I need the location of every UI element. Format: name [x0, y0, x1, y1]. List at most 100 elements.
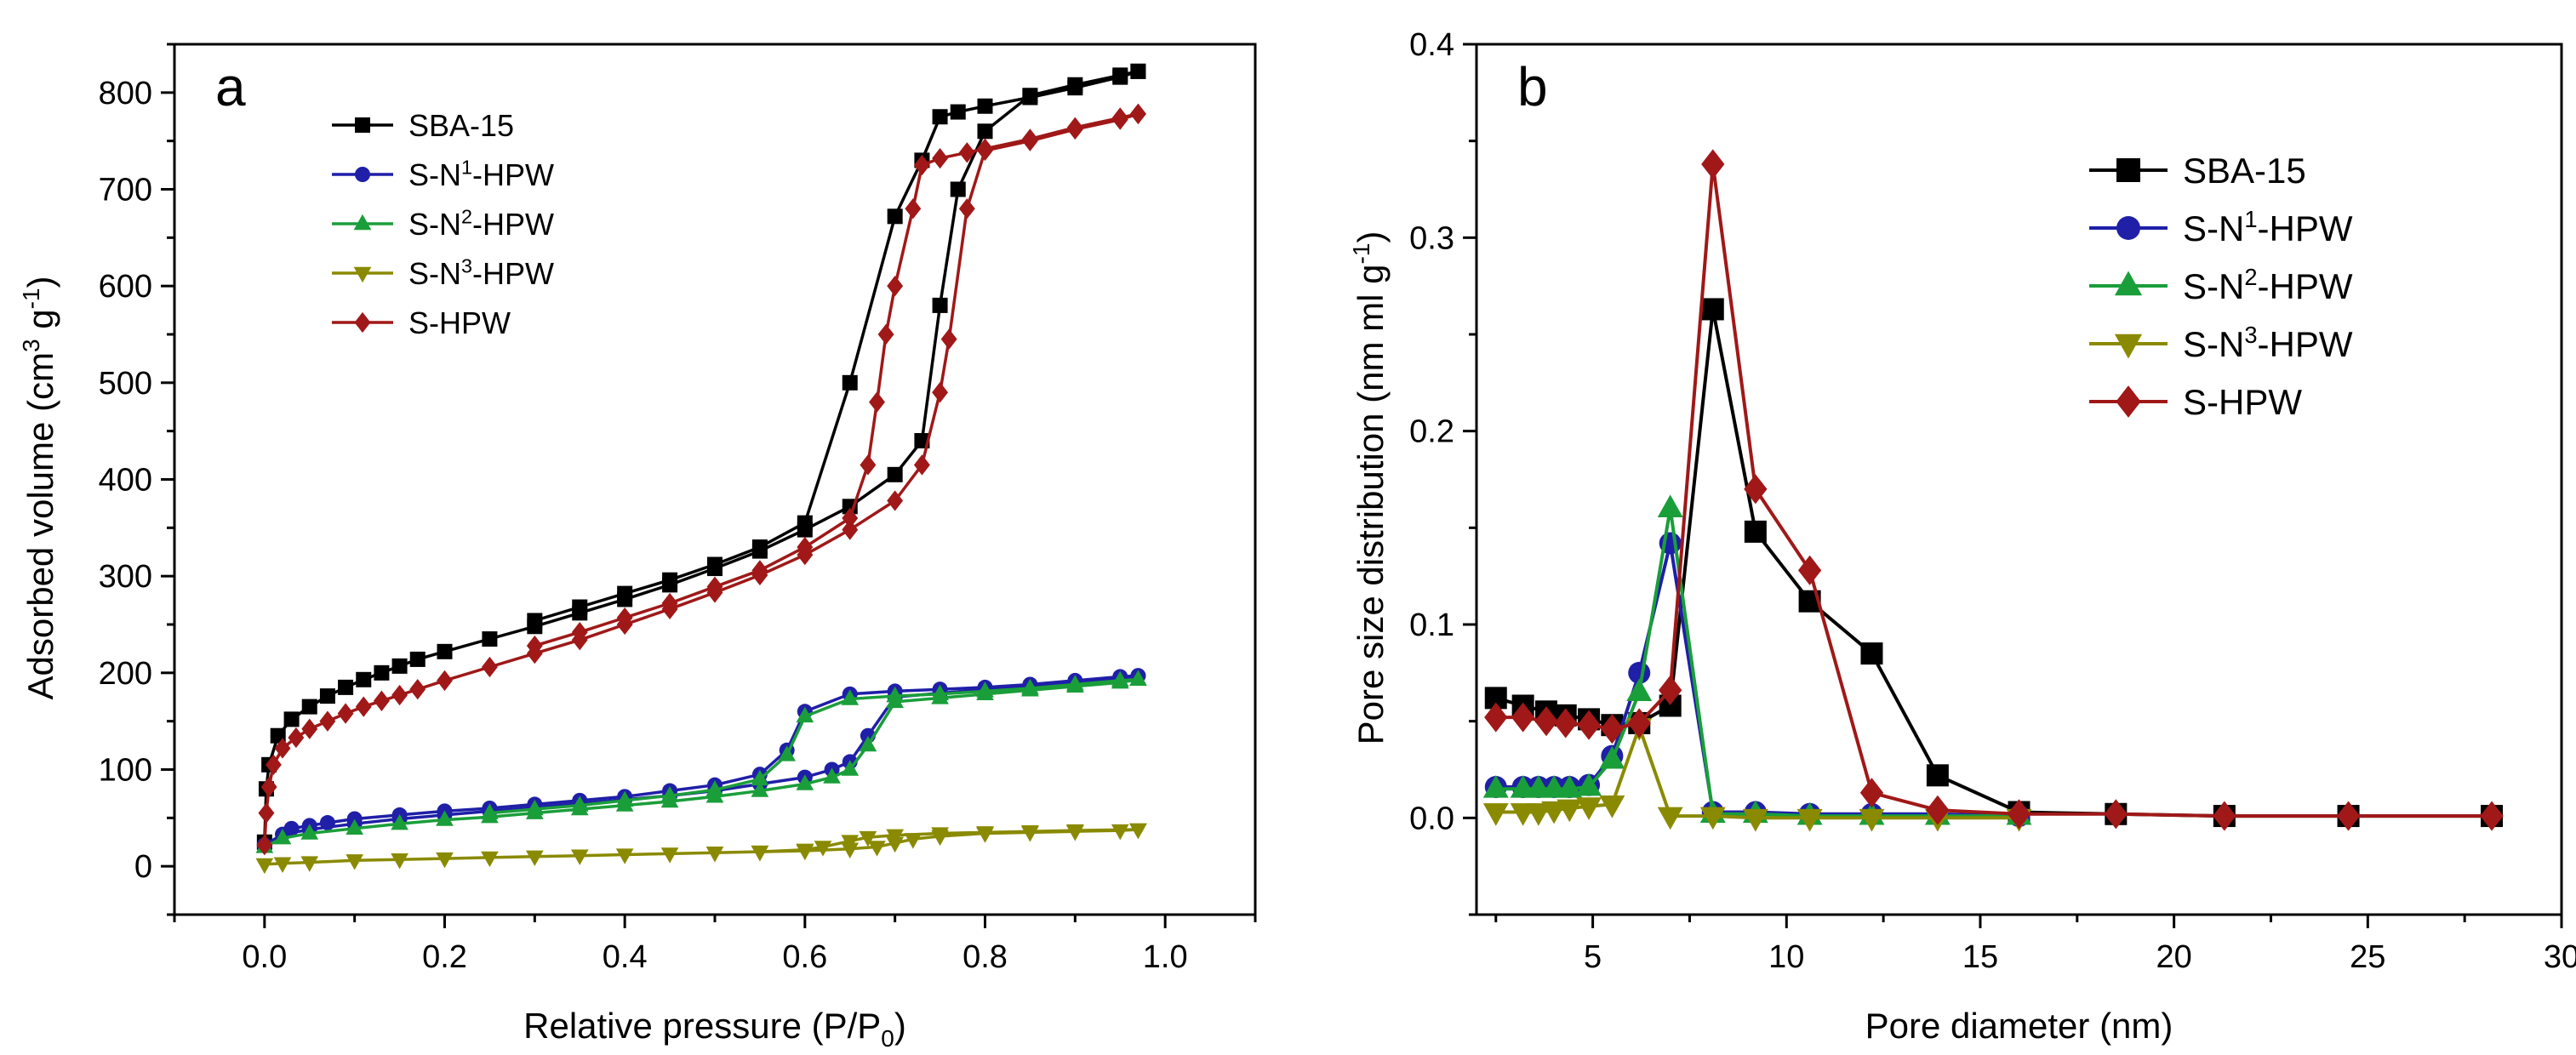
legend-label: S-N2-HPW — [408, 205, 554, 242]
data-point — [1111, 670, 1129, 687]
legend-marker — [355, 167, 370, 182]
legend-label-tail: -HPW — [472, 207, 554, 242]
data-point — [1627, 708, 1651, 738]
data-point — [346, 811, 363, 827]
data-point — [319, 710, 336, 732]
data-point — [977, 123, 993, 140]
data-point — [2007, 799, 2031, 830]
data-point — [572, 599, 588, 615]
data-point — [751, 769, 769, 786]
data-point — [814, 841, 832, 857]
data-point — [1482, 803, 1509, 826]
data-point — [706, 576, 723, 597]
legend-label-text: S-HPW — [2183, 382, 2302, 422]
data-point — [976, 826, 994, 842]
y-axis-title-superscript: -1 — [18, 288, 44, 309]
data-point — [1657, 807, 1683, 830]
series-S-N2-HPW — [1482, 494, 2032, 825]
data-point — [481, 656, 498, 678]
data-point — [660, 847, 679, 864]
series-S-HPW — [1484, 149, 2504, 831]
legend-marker — [2114, 271, 2143, 296]
data-point — [940, 328, 957, 350]
data-point — [913, 154, 930, 176]
data-point — [1599, 745, 1625, 769]
data-point — [1112, 69, 1128, 85]
y-axis-title-text: ) — [1351, 231, 1391, 243]
data-point — [373, 690, 390, 711]
data-point — [1744, 520, 1767, 543]
data-point — [751, 781, 769, 797]
y-tick-label: 0.3 — [1409, 220, 1454, 256]
data-point — [1576, 797, 1602, 820]
series-S-N2-HPW — [255, 670, 1147, 853]
data-point — [887, 276, 904, 297]
legend-label-superscript: 2 — [461, 205, 472, 227]
legend-label: S-N1-HPW — [2183, 206, 2353, 248]
data-point — [751, 539, 768, 556]
data-point — [1022, 89, 1038, 106]
data-point — [255, 858, 274, 875]
x-axis-title-subscript: 0 — [881, 1025, 894, 1052]
data-point — [932, 382, 949, 403]
data-point — [1534, 706, 1558, 737]
x-tick-label: 0.4 — [603, 939, 648, 975]
desorption-branch-line — [534, 112, 1139, 647]
data-point — [842, 507, 859, 529]
y-tick-label: 0 — [134, 849, 152, 885]
legend-label-text: S-N — [2183, 208, 2244, 248]
data-point — [932, 109, 948, 125]
series-S-HPW — [256, 103, 1146, 856]
data-point — [958, 142, 975, 163]
data-point — [705, 847, 724, 863]
data-point — [931, 684, 949, 701]
legend-label-text: S-N — [408, 207, 461, 242]
data-point — [868, 841, 886, 857]
data-point — [391, 853, 408, 870]
data-point — [337, 703, 354, 724]
data-point — [346, 854, 364, 870]
data-point — [256, 835, 273, 856]
data-point — [932, 297, 948, 313]
data-point — [660, 785, 679, 802]
data-point — [1796, 808, 1823, 832]
x-tick-label: 1.0 — [1143, 939, 1188, 975]
data-point — [778, 745, 797, 761]
data-point — [481, 851, 499, 868]
data-point — [2104, 799, 2128, 830]
data-point — [796, 706, 814, 723]
data-point — [1859, 808, 1885, 832]
data-point — [615, 848, 634, 864]
data-point — [1657, 494, 1683, 517]
data-point — [1926, 795, 1950, 825]
legend-label-tail: -HPW — [2258, 266, 2353, 306]
legend-label-text: S-N — [2183, 266, 2244, 306]
data-point — [1556, 799, 1583, 823]
legend-label-tail: -HPW — [2258, 324, 2353, 364]
data-point — [1482, 774, 1509, 798]
data-point — [258, 802, 275, 824]
data-point — [950, 181, 966, 197]
data-point — [913, 454, 930, 476]
plot-area — [1482, 149, 2504, 832]
data-point — [260, 776, 277, 798]
y-axis-title-superscript: 3 — [18, 339, 44, 352]
data-point — [2480, 801, 2504, 831]
data-point — [338, 679, 354, 695]
y-tick-label: 700 — [99, 173, 152, 208]
data-point — [1111, 824, 1129, 841]
x-axis-title: Relative pressure (P/P0) — [523, 1006, 906, 1052]
data-point — [1065, 675, 1084, 691]
data-point — [887, 466, 903, 482]
data-point — [437, 643, 453, 659]
data-point — [300, 856, 319, 872]
legend-marker — [2116, 385, 2141, 418]
data-point — [1600, 714, 1625, 744]
data-point — [482, 631, 498, 647]
y-axis-title-text: Adsorbed volume (cm — [20, 352, 60, 700]
data-point — [1129, 823, 1147, 840]
data-point — [751, 560, 768, 581]
data-point — [356, 671, 372, 687]
y-tick-label: 400 — [99, 463, 152, 499]
data-point — [1659, 675, 1682, 705]
